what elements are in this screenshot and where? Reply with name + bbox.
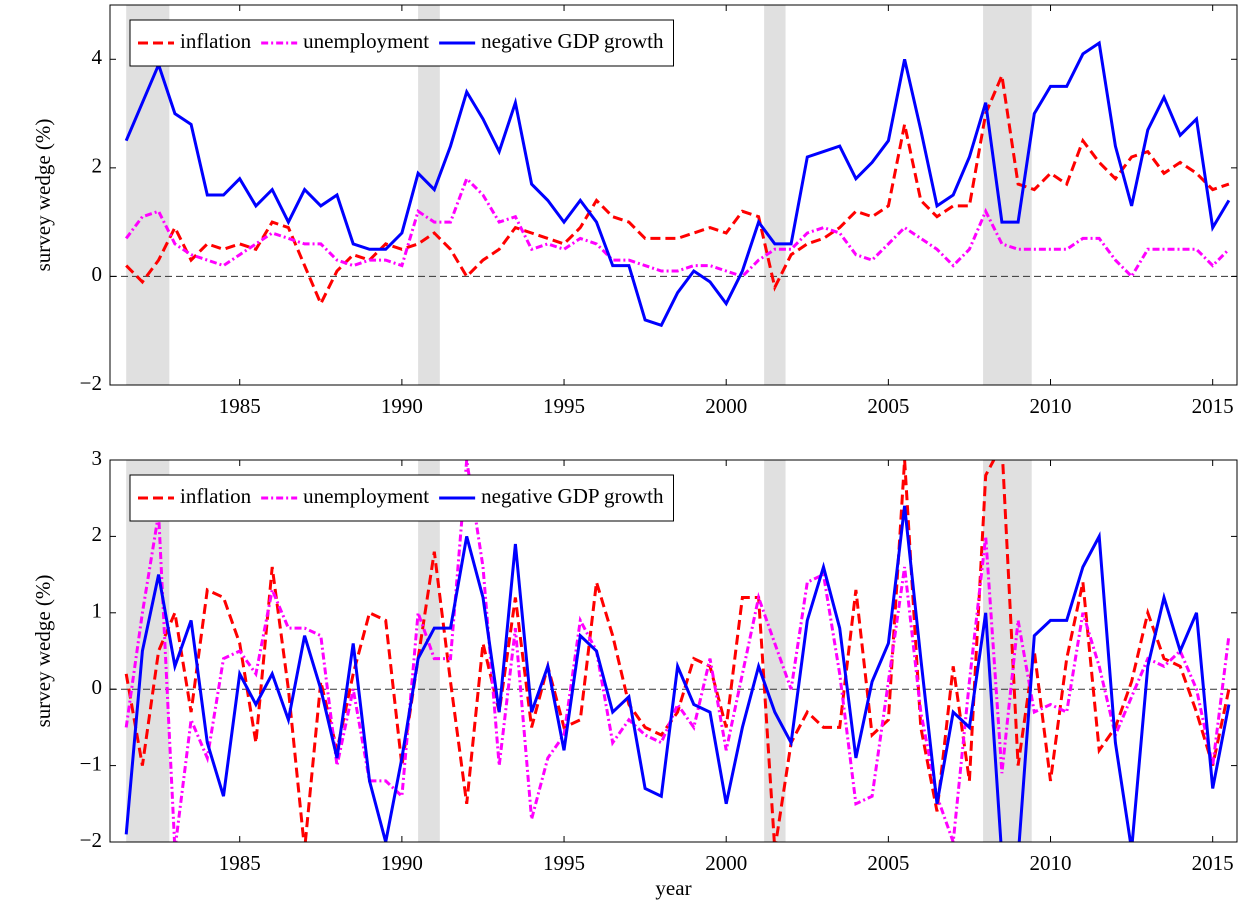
y-tick-label: −2	[80, 828, 102, 852]
x-tick-label: 1990	[381, 851, 423, 875]
x-tick-label: 2015	[1192, 851, 1234, 875]
y-tick-label: 1	[92, 599, 103, 623]
y-tick-label: 0	[92, 675, 103, 699]
plot-lines	[124, 460, 1231, 842]
recession-band	[764, 460, 786, 842]
series-line	[124, 460, 1231, 842]
legend-label: unemployment	[303, 484, 429, 508]
recession-band	[126, 5, 170, 385]
legend-label: inflation	[180, 484, 252, 508]
series-line	[124, 460, 1231, 842]
legend-label: negative GDP growth	[481, 484, 664, 508]
legend: inflation unemployment negative GDP growth	[129, 19, 674, 67]
y-tick-label: −2	[80, 371, 102, 395]
legend-label: negative GDP growth	[481, 29, 664, 53]
y-tick-label: −1	[80, 751, 102, 775]
y-tick-label: 4	[92, 45, 103, 69]
series-line	[125, 70, 1230, 308]
recession-band	[764, 5, 786, 385]
y-tick-label: 0	[92, 262, 103, 286]
recession-band	[983, 5, 1032, 385]
x-tick-label: 2000	[705, 394, 747, 418]
x-tick-label: 1985	[219, 851, 261, 875]
x-axis-label: year	[655, 876, 691, 900]
x-tick-label: 2000	[705, 851, 747, 875]
axes-frame	[109, 4, 1238, 386]
series-line	[124, 505, 1231, 842]
x-tick-label: 2005	[867, 394, 909, 418]
recession-band	[418, 5, 440, 385]
legend-box	[129, 19, 674, 67]
series-line	[124, 40, 1231, 328]
x-tick-label: 1995	[543, 851, 585, 875]
series-line	[124, 175, 1230, 279]
x-tick-label: 2005	[867, 851, 909, 875]
x-tick-label: 1995	[543, 394, 585, 418]
x-tick-label: 2010	[1030, 394, 1072, 418]
x-tick-label: 1985	[219, 394, 261, 418]
legend-label: inflation	[180, 29, 252, 53]
axes-frame	[109, 459, 1238, 843]
legend-label: unemployment	[303, 29, 429, 53]
x-tick-label: 2015	[1192, 394, 1234, 418]
y-tick-label: 3	[92, 446, 103, 470]
recession-band	[126, 460, 170, 842]
legend-box	[129, 474, 674, 522]
x-tick-label: 1990	[381, 394, 423, 418]
legend: inflation unemployment negative GDP growth	[129, 474, 674, 522]
y-axis-label: survey wedge (%)	[31, 575, 55, 728]
x-tick-label: 2010	[1030, 851, 1072, 875]
y-axis-label: survey wedge (%)	[31, 119, 55, 272]
y-tick-label: 2	[92, 154, 103, 178]
y-tick-label: 2	[92, 522, 103, 546]
plot-lines	[124, 40, 1231, 328]
